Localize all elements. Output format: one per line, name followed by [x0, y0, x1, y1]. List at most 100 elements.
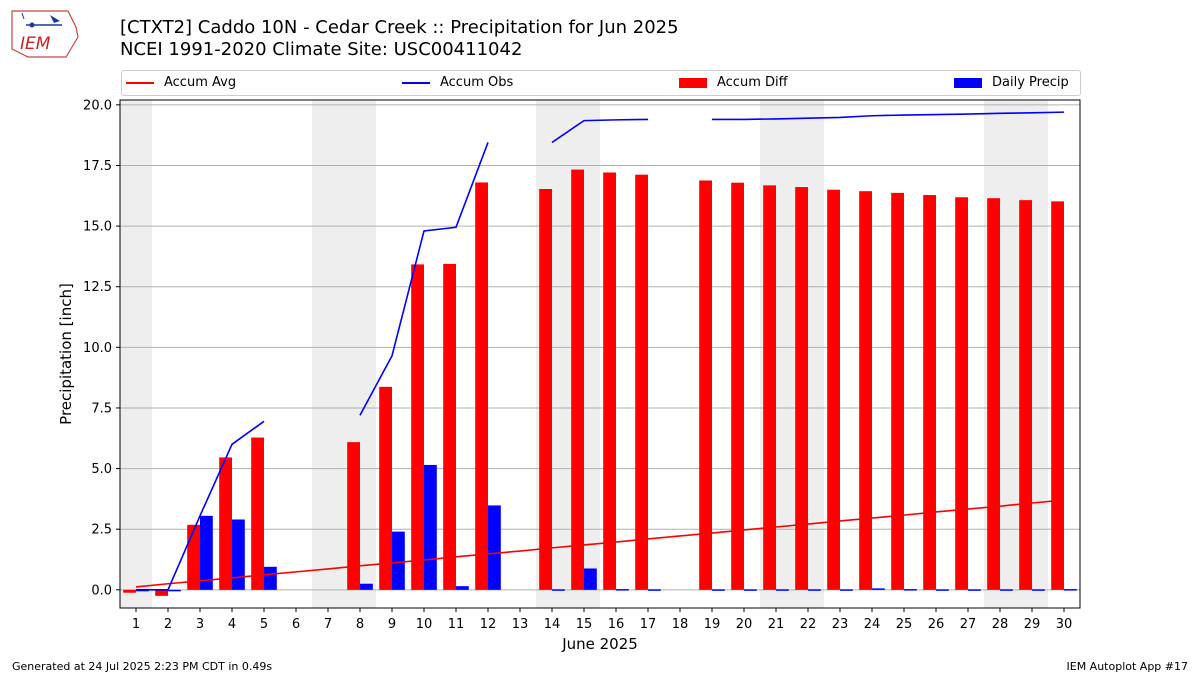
x-tick-label-13: 13 [512, 617, 529, 632]
accum-diff-bar-day-9 [379, 386, 392, 590]
x-tick-label-5: 5 [260, 617, 268, 632]
x-tick-label-6: 6 [292, 617, 300, 632]
x-tick-label-28: 28 [992, 617, 1009, 632]
x-tick-label-17: 17 [640, 617, 657, 632]
accum-diff-bar-day-30 [1051, 201, 1064, 590]
accum-diff-bar-day-16 [603, 172, 616, 590]
legend-swatch-accum-obs [402, 81, 430, 84]
x-tick-label-19: 19 [704, 617, 721, 632]
x-tick-label-30: 30 [1056, 617, 1073, 632]
x-tick-label-18: 18 [672, 617, 689, 632]
daily-precip-bar-day-24 [872, 588, 885, 590]
accum-diff-bar-day-26 [923, 195, 936, 590]
y-tick-label-2: 5.0 [91, 462, 112, 477]
x-tick-label-11: 11 [448, 617, 465, 632]
accum-diff-bar-day-24 [859, 191, 872, 590]
daily-precip-bar-day-9 [392, 531, 405, 590]
accum-diff-bar-day-1 [123, 589, 136, 593]
legend-label-accum-avg: Accum Avg [164, 75, 237, 90]
accum-diff-bar-day-14 [539, 188, 552, 590]
x-tick-label-3: 3 [196, 617, 204, 632]
x-tick-label-4: 4 [228, 617, 236, 632]
daily-precip-bar-day-17 [648, 589, 661, 591]
accum-obs-line-segment-1 [359, 142, 489, 416]
x-tick-label-7: 7 [324, 617, 332, 632]
x-tick-label-27: 27 [960, 617, 977, 632]
accum-diff-bar-day-11 [443, 263, 456, 590]
y-axis-label: Precipitation [inch] [57, 283, 75, 425]
x-tick-label-9: 9 [388, 617, 396, 632]
x-tick-label-26: 26 [928, 617, 945, 632]
legend: Accum Avg Accum Obs Accum Diff Daily Pre… [121, 70, 1081, 96]
daily-precip-bar-day-4 [232, 519, 245, 590]
accum-diff-bar-day-23 [827, 189, 840, 590]
weekend-shade-15 [568, 100, 600, 608]
accum-diff-bar-day-29 [1019, 200, 1032, 590]
daily-precip-bar-day-12 [488, 505, 501, 590]
y-tick-label-1: 2.5 [91, 523, 112, 538]
weekend-shade-29 [1016, 100, 1048, 608]
chart-title: [CTXT2] Caddo 10N - Cedar Creek :: Preci… [120, 17, 679, 61]
daily-precip-bar-day-16 [616, 589, 629, 591]
accum-diff-bar-day-20 [731, 182, 744, 590]
daily-precip-bar-day-26 [936, 589, 949, 591]
daily-precip-bar-day-14 [552, 589, 565, 591]
generated-note: Generated at 24 Jul 2025 2:23 PM CDT in … [12, 660, 273, 673]
weekend-shade-1 [120, 100, 152, 608]
daily-precip-bar-day-23 [840, 589, 853, 591]
weekend-shade-28 [984, 100, 1016, 608]
daily-precip-bar-day-10 [424, 464, 437, 590]
weekend-shade-7 [312, 100, 344, 608]
x-tick-label-29: 29 [1024, 617, 1041, 632]
daily-precip-bar-day-28 [1000, 589, 1013, 591]
accum-diff-bar-day-4 [219, 457, 232, 590]
y-tick-label-0: 0.0 [91, 583, 112, 598]
iem-logo: IEM [11, 10, 79, 58]
legend-item-accum-obs: Accum Obs [402, 75, 513, 91]
x-tick-label-2: 2 [164, 617, 172, 632]
logo-text: IEM [20, 34, 51, 54]
accum-diff-bar-day-21 [763, 185, 776, 590]
legend-swatch-accum-avg [126, 81, 154, 84]
legend-swatch-daily-precip [954, 77, 982, 88]
weekend-shade-22 [792, 100, 824, 608]
daily-precip-bar-day-25 [904, 589, 917, 591]
accum-obs-line-segment-2 [551, 118, 649, 144]
daily-precip-bar-day-20 [744, 589, 757, 591]
legend-swatch-accum-diff [679, 77, 707, 88]
x-tick-label-22: 22 [800, 617, 817, 632]
daily-precip-bar-day-30 [1064, 589, 1077, 591]
legend-item-accum-avg: Accum Avg [126, 75, 236, 91]
accum-diff-bar-day-2 [155, 589, 168, 596]
y-tick-label-6: 15.0 [83, 220, 112, 235]
accum-diff-bar-day-28 [987, 198, 1000, 590]
accum-obs-line-segment-0 [136, 420, 265, 591]
accum-diff-bar-day-22 [795, 187, 808, 590]
accum-diff-bar-day-12 [475, 182, 488, 590]
title-line-2: NCEI 1991-2020 Climate Site: USC00411042 [120, 39, 523, 60]
y-tick-label-4: 10.0 [83, 341, 112, 356]
daily-precip-bar-day-19 [712, 589, 725, 591]
x-tick-label-16: 16 [608, 617, 625, 632]
daily-precip-bar-day-8 [360, 583, 373, 590]
x-axis-label: June 2025 [561, 635, 638, 653]
legend-item-daily-precip: Daily Precip [954, 75, 1069, 91]
legend-label-daily-precip: Daily Precip [992, 75, 1069, 90]
accum-obs-line-segment-3 [712, 111, 1065, 121]
accum-diff-bar-day-5 [251, 437, 264, 590]
daily-precip-bar-day-2 [168, 589, 181, 592]
accum-diff-bar-day-17 [635, 174, 648, 590]
x-tick-label-14: 14 [544, 617, 561, 632]
y-tick-label-5: 12.5 [83, 280, 112, 295]
y-tick-label-3: 7.5 [91, 401, 112, 416]
x-tick-label-23: 23 [832, 617, 849, 632]
accum-diff-bar-day-15 [571, 169, 584, 590]
daily-precip-bar-day-27 [968, 589, 981, 591]
legend-label-accum-diff: Accum Diff [717, 75, 788, 90]
plot-frame [119, 99, 1081, 609]
y-tick-label-8: 20.0 [83, 98, 112, 113]
legend-item-accum-diff: Accum Diff [679, 75, 788, 91]
x-tick-label-25: 25 [896, 617, 913, 632]
accum-diff-bar-day-10 [411, 264, 424, 590]
